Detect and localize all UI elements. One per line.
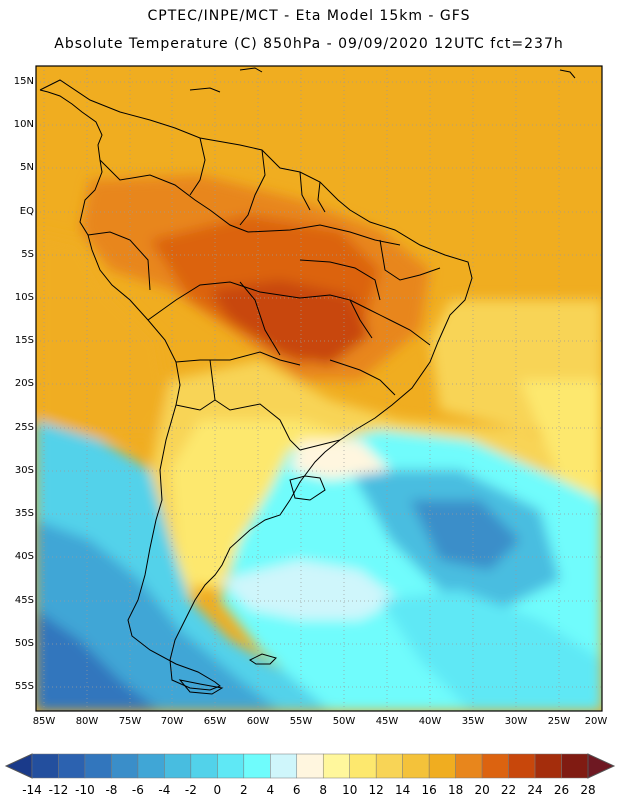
lat-label-5s: 5S bbox=[21, 249, 34, 260]
colorbar-label: 22 bbox=[500, 783, 517, 797]
lat-label-10n: 10N bbox=[13, 119, 34, 130]
lat-label-10s: 10S bbox=[14, 292, 34, 303]
colorbar-label: -6 bbox=[131, 783, 144, 797]
colorbar bbox=[4, 753, 616, 779]
lon-label-85w: 85W bbox=[32, 716, 56, 727]
colorbar-label: 24 bbox=[527, 783, 543, 797]
continent-outline bbox=[39, 67, 576, 695]
colorbar-swatch bbox=[243, 753, 271, 779]
map-frame bbox=[35, 65, 603, 712]
lon-label-55w: 55W bbox=[289, 716, 313, 727]
colorbar-arrow-low bbox=[4, 753, 33, 779]
colorbar-label: 28 bbox=[580, 783, 596, 797]
colorbar-swatch bbox=[481, 753, 509, 779]
colorbar-swatch bbox=[84, 753, 112, 779]
lon-label-70w: 70W bbox=[160, 716, 184, 727]
lon-label-20w: 20W bbox=[584, 716, 608, 727]
lon-label-40w: 40W bbox=[418, 716, 442, 727]
colorbar-label: -10 bbox=[75, 783, 95, 797]
lon-label-25w: 25W bbox=[547, 716, 571, 727]
lat-label-15s: 15S bbox=[14, 335, 34, 346]
lon-label-30w: 30W bbox=[504, 716, 528, 727]
colorbar-swatch bbox=[111, 753, 139, 779]
temperature-field bbox=[36, 66, 602, 711]
colorbar-swatch bbox=[349, 753, 377, 779]
lon-label-80w: 80W bbox=[75, 716, 99, 727]
colorbar-label: -2 bbox=[184, 783, 197, 797]
lon-label-50w: 50W bbox=[332, 716, 356, 727]
colorbar-label: 20 bbox=[474, 783, 490, 797]
colorbar-swatch bbox=[270, 753, 298, 779]
colorbar-label: 6 bbox=[292, 783, 301, 797]
colorbar-label: -8 bbox=[105, 783, 118, 797]
colorbar-swatch bbox=[217, 753, 245, 779]
lat-label-5n: 5N bbox=[20, 162, 34, 173]
colorbar-label: 0 bbox=[213, 783, 222, 797]
colorbar-label: 8 bbox=[319, 783, 328, 797]
map-title: CPTEC/INPE/MCT - Eta Model 15km - GFS bbox=[147, 8, 471, 24]
colorbar-arrow-high bbox=[587, 753, 616, 779]
colorbar-swatch bbox=[402, 753, 430, 779]
lon-label-45w: 45W bbox=[375, 716, 399, 727]
colorbar-swatch bbox=[534, 753, 562, 779]
colorbar-swatch bbox=[296, 753, 324, 779]
colorbar-label: 12 bbox=[368, 783, 384, 797]
colorbar-swatch bbox=[508, 753, 536, 779]
colorbar-swatch bbox=[455, 753, 483, 779]
colorbar-label: -12 bbox=[48, 783, 69, 797]
lat-label-45s: 45S bbox=[14, 595, 34, 606]
colorbar-swatch bbox=[58, 753, 86, 779]
lat-label-15n: 15N bbox=[13, 76, 34, 87]
colorbar-label: 18 bbox=[447, 783, 464, 797]
lon-label-65w: 65W bbox=[203, 716, 227, 727]
colorbar-swatch bbox=[164, 753, 192, 779]
colorbar-label: 26 bbox=[553, 783, 570, 797]
colorbar-label: 4 bbox=[266, 783, 275, 797]
lat-label-30s: 30S bbox=[14, 465, 34, 476]
colorbar-swatch bbox=[322, 753, 350, 779]
colorbar-label: -14 bbox=[22, 783, 42, 797]
colorbar-swatch bbox=[561, 753, 589, 779]
colorbar-swatch bbox=[137, 753, 165, 779]
colorbar-label: 16 bbox=[421, 783, 437, 797]
lon-label-60w: 60W bbox=[246, 716, 270, 727]
colorbar-label: 14 bbox=[395, 783, 411, 797]
colorbar-swatch bbox=[31, 753, 59, 779]
lat-label-55s: 55S bbox=[14, 681, 34, 692]
colorbar-swatch bbox=[375, 753, 403, 779]
colorbar-swatch bbox=[428, 753, 456, 779]
lon-label-35w: 35W bbox=[461, 716, 485, 727]
lat-label-50s: 50S bbox=[14, 638, 34, 649]
lon-label-75w: 75W bbox=[118, 716, 142, 727]
lat-label-20s: 20S bbox=[14, 378, 34, 389]
lat-label-eq: EQ bbox=[19, 206, 34, 217]
colorbar-label: 10 bbox=[342, 783, 358, 797]
colorbar-swatch bbox=[190, 753, 218, 779]
lat-label-35s: 35S bbox=[14, 508, 34, 519]
lat-label-25s: 25S bbox=[14, 422, 34, 433]
lat-label-40s: 40S bbox=[14, 551, 34, 562]
map-subtitle: Absolute Temperature (C) 850hPa - 09/09/… bbox=[54, 36, 564, 52]
colorbar-label: 2 bbox=[239, 783, 248, 797]
colorbar-label: -4 bbox=[158, 783, 171, 797]
